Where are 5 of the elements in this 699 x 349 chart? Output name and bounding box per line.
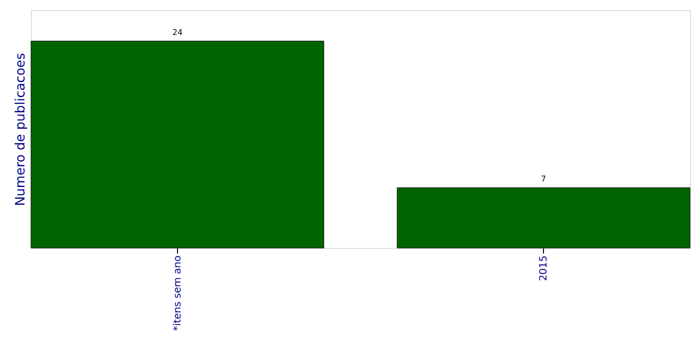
data-label: 24	[172, 28, 183, 38]
y-axis-title: Numero de publicacoes	[14, 52, 28, 206]
data-label: 7	[541, 174, 546, 184]
x-tick-label: 2015	[538, 256, 550, 281]
x-tick-label: *itens sem ano	[172, 256, 184, 331]
